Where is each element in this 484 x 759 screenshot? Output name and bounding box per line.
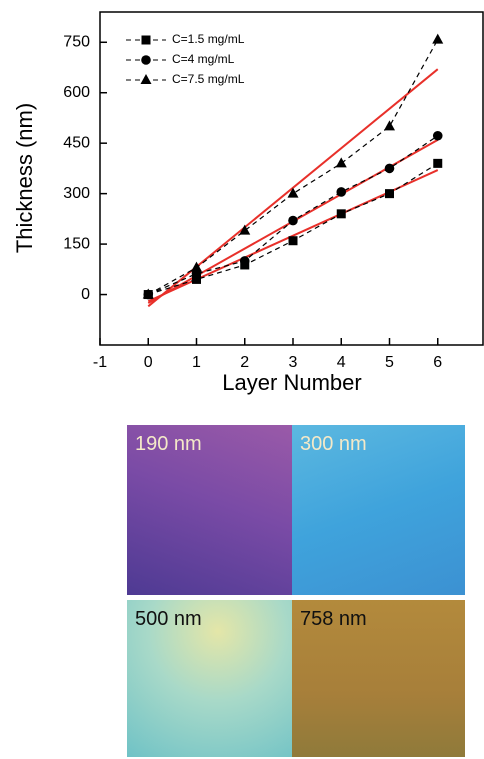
legend-label: C=7.5 mg/mL <box>172 72 245 86</box>
y-axis-label: Thickness (nm) <box>12 103 37 253</box>
plot-frame <box>99 11 484 346</box>
marker <box>287 187 299 198</box>
x-tick-label: 2 <box>240 354 249 371</box>
y-tick-label: 600 <box>63 84 90 101</box>
photo-label: 500 nm <box>135 608 202 630</box>
y-tick-label: 0 <box>81 286 90 303</box>
marker <box>432 130 443 141</box>
marker <box>142 288 154 299</box>
marker <box>288 215 298 226</box>
marker <box>141 35 151 45</box>
photo-label: 190 nm <box>135 433 202 455</box>
x-tick-label: 1 <box>192 354 201 371</box>
series-line <box>148 162 439 296</box>
photo: 300 nm <box>292 425 465 595</box>
x-axis-label: Layer Number <box>222 370 361 395</box>
x-tick-label: 6 <box>433 354 442 371</box>
y-tick-label: 150 <box>63 235 90 252</box>
legend-label: C=1.5 mg/mL <box>172 32 245 46</box>
x-tick-label: 0 <box>144 354 153 371</box>
marker <box>336 209 346 219</box>
marker <box>385 189 394 199</box>
chart: Thickness (nm) Layer Number 015030045060… <box>12 11 484 395</box>
marker <box>288 236 298 246</box>
x-tick-label: 4 <box>337 354 346 371</box>
marker <box>432 33 444 44</box>
marker <box>191 261 202 272</box>
marker <box>384 120 395 131</box>
marker <box>384 163 395 174</box>
photo: 758 nm <box>292 600 465 757</box>
marker <box>141 55 151 65</box>
marker <box>239 224 251 235</box>
marker <box>433 158 443 168</box>
x-tick-label: 5 <box>385 354 394 371</box>
legend-label: C=4 mg/mL <box>172 52 235 66</box>
marker <box>336 187 347 197</box>
photo-label: 300 nm <box>300 433 367 455</box>
photo-label: 758 nm <box>300 608 367 630</box>
marker <box>239 256 250 266</box>
x-tick-label: 3 <box>289 354 298 371</box>
photo: 190 nm <box>127 425 292 595</box>
marker <box>192 274 201 284</box>
photo: 500 nm <box>127 600 292 757</box>
y-tick-label: 750 <box>63 33 90 50</box>
y-tick-label: 450 <box>63 134 90 151</box>
marker <box>335 157 347 168</box>
marker <box>140 74 152 84</box>
y-tick-label: 300 <box>63 185 90 202</box>
x-tick-label: -1 <box>93 354 107 371</box>
